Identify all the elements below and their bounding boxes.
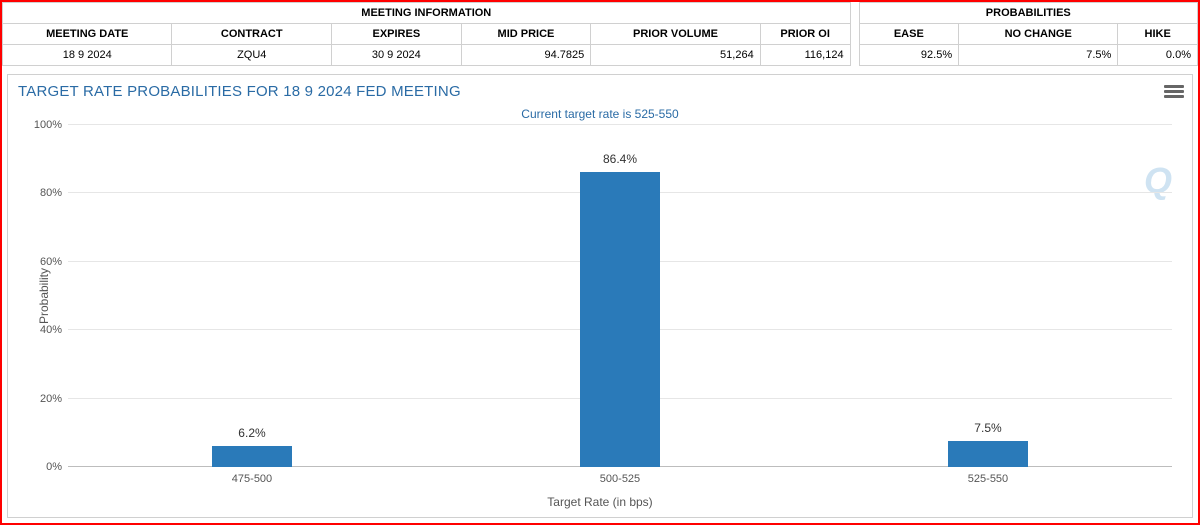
y-tick-label: 60% (40, 256, 68, 268)
meeting-info-cell: 18 9 2024 (3, 45, 172, 66)
chart-title: TARGET RATE PROBABILITIES FOR 18 9 2024 … (18, 83, 461, 100)
bar-value-label: 7.5% (974, 421, 1001, 435)
root-panel: MEETING INFORMATION MEETING DATECONTRACT… (0, 0, 1200, 525)
y-axis-label: Probability (37, 268, 51, 324)
x-axis-label: Target Rate (in bps) (8, 495, 1192, 509)
x-tick-label: 500-525 (600, 473, 640, 485)
x-tick-label: 525-550 (968, 473, 1008, 485)
meeting-info-col-header: EXPIRES (332, 24, 462, 45)
bar-group: 6.2%475-500 (212, 446, 293, 467)
meeting-info-cell: 116,124 (760, 45, 850, 66)
y-tick-label: 0% (46, 461, 68, 473)
bar (948, 441, 1029, 467)
tables-row: MEETING INFORMATION MEETING DATECONTRACT… (2, 2, 1198, 66)
y-tick-label: 40% (40, 324, 68, 336)
meeting-info-col-header: PRIOR VOLUME (591, 24, 760, 45)
bar (580, 172, 661, 467)
meeting-info-col-header: CONTRACT (172, 24, 332, 45)
probabilities-cell: 0.0% (1118, 45, 1198, 66)
meeting-info-cell: 51,264 (591, 45, 760, 66)
chart-subtitle: Current target rate is 525-550 (8, 107, 1192, 121)
meeting-info-title: MEETING INFORMATION (3, 3, 851, 24)
y-tick-label: 80% (40, 187, 68, 199)
chart-menu-icon[interactable] (1164, 83, 1184, 99)
meeting-info-cell: 94.7825 (461, 45, 591, 66)
probabilities-cell: 92.5% (859, 45, 959, 66)
meeting-info-cell: ZQU4 (172, 45, 332, 66)
meeting-info-col-header: MID PRICE (461, 24, 591, 45)
bar-group: 7.5%525-550 (948, 441, 1029, 467)
probabilities-col-header: NO CHANGE (959, 24, 1118, 45)
bar-group: 86.4%500-525 (580, 172, 661, 467)
probabilities-title: PROBABILITIES (859, 3, 1197, 24)
y-tick-label: 100% (34, 119, 68, 131)
bar-value-label: 6.2% (238, 426, 265, 440)
meeting-info-col-header: PRIOR OI (760, 24, 850, 45)
x-tick-label: 475-500 (232, 473, 272, 485)
probabilities-col-header: HIKE (1118, 24, 1198, 45)
plot-area: 0%20%40%60%80%100%6.2%475-50086.4%500-52… (68, 125, 1172, 467)
probabilities-table: PROBABILITIES EASENO CHANGEHIKE 92.5%7.5… (859, 2, 1198, 66)
meeting-info-table: MEETING INFORMATION MEETING DATECONTRACT… (2, 2, 851, 66)
probabilities-col-header: EASE (859, 24, 959, 45)
chart-panel: TARGET RATE PROBABILITIES FOR 18 9 2024 … (7, 74, 1193, 518)
bar (212, 446, 293, 467)
gridline (68, 124, 1172, 125)
y-tick-label: 20% (40, 393, 68, 405)
bar-value-label: 86.4% (603, 152, 637, 166)
table-gap (851, 2, 859, 66)
probabilities-cell: 7.5% (959, 45, 1118, 66)
meeting-info-col-header: MEETING DATE (3, 24, 172, 45)
meeting-info-cell: 30 9 2024 (332, 45, 462, 66)
